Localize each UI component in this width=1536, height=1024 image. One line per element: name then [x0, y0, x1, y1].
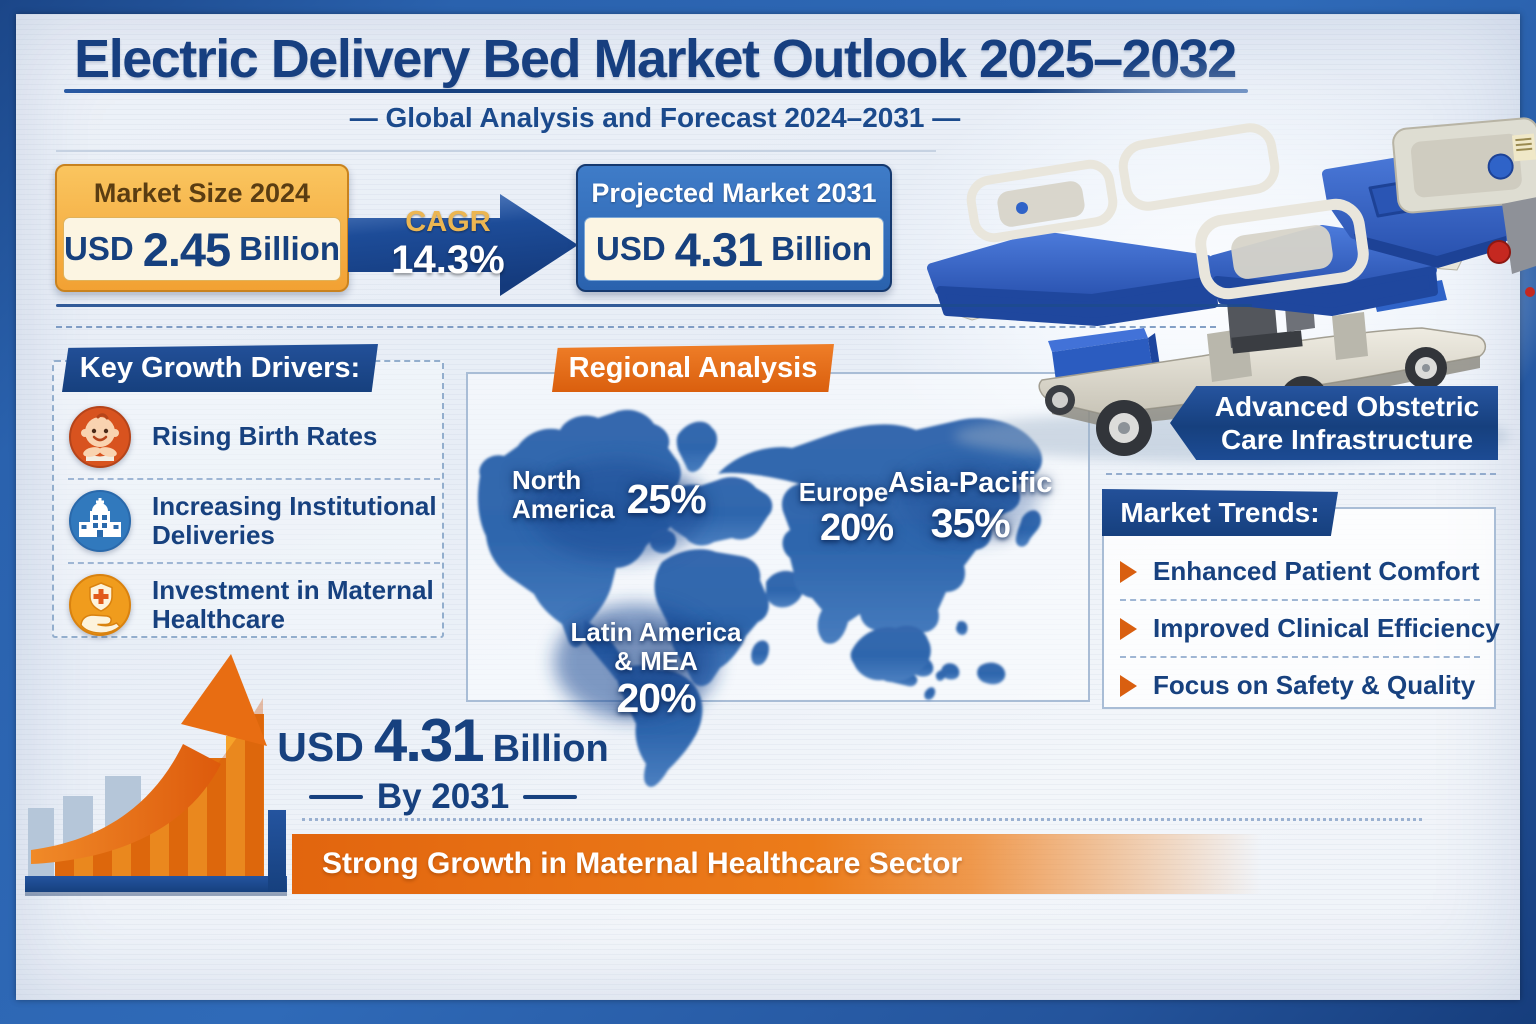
projected-market-label: Projected Market 2031 — [591, 178, 877, 208]
list-item: Focus on Safety & Quality — [1120, 656, 1480, 713]
title-underline — [64, 89, 1248, 93]
projected-market-value: USD 4.31 Billion — [584, 217, 884, 281]
header-divider — [56, 150, 936, 152]
electric-delivery-bed-illustration — [927, 117, 1536, 462]
trend-label: Enhanced Patient Comfort — [1153, 556, 1480, 586]
list-item: Enhanced Patient Comfort — [1120, 544, 1480, 599]
currency: USD — [64, 230, 134, 267]
market-trends-header: Market Trends: — [1102, 489, 1338, 536]
region-name: & MEA — [614, 645, 698, 676]
market-trends-panel — [1102, 507, 1496, 709]
driver-label: Increasing Institutional Deliveries — [152, 490, 437, 550]
list-item: Improved Clinical Efficiency — [1120, 599, 1500, 656]
dashed-divider — [56, 326, 1216, 328]
amount: 4.31 — [674, 222, 763, 276]
driver-label: Investment in Maternal Healthcare — [152, 574, 434, 634]
cagr-label: CAGR — [405, 206, 491, 238]
amount: 4.31 — [373, 707, 485, 774]
market-trends-list: Enhanced Patient Comfort Improved Clinic… — [1120, 544, 1500, 713]
cagr-value: 14.3% — [391, 238, 505, 282]
currency: USD — [596, 230, 666, 267]
region-share: 25% — [626, 476, 707, 523]
trend-label: Focus on Safety & Quality — [1153, 670, 1476, 700]
growth-drivers-list: Rising Birth Rates Increasing Institutio… — [68, 396, 440, 646]
page-title: Electric Delivery Bed Market Outlook 202… — [74, 29, 1237, 89]
region-share: 20% — [820, 506, 894, 549]
unit: Billion — [239, 230, 340, 267]
projection-highlight: USD 4.31 Billion By 2031 — [277, 706, 609, 817]
infographic-content: Electric Delivery Bed Market Outlook 202… — [16, 14, 1536, 1000]
projection-value: USD 4.31 Billion — [277, 706, 609, 775]
list-item: Rising Birth Rates — [68, 396, 440, 478]
region-label-latin-america-mea: Latin America & MEA 20% — [536, 618, 776, 722]
region-share: 35% — [930, 499, 1011, 546]
triangle-bullet-icon — [1120, 674, 1137, 697]
dash-decoration — [308, 795, 363, 799]
region-name: America — [512, 493, 615, 524]
growth-bar-chart — [25, 654, 287, 896]
hospital-icon — [69, 490, 131, 552]
baby-icon — [69, 406, 131, 468]
triangle-bullet-icon — [1120, 617, 1137, 640]
region-name: Europe — [798, 477, 889, 507]
list-item: Investment in Maternal Healthcare — [68, 562, 440, 646]
obstetric-care-callout: Advanced Obstetric Care Infrastructure — [1170, 386, 1498, 460]
page-subtitle: — Global Analysis and Forecast 2024–2031… — [349, 102, 961, 133]
region-name: North — [512, 465, 582, 495]
trends-dashed-divider — [1106, 473, 1496, 475]
region-share: 20% — [616, 675, 696, 722]
cagr-arrow — [348, 194, 578, 296]
regional-analysis-header: Regional Analysis — [552, 344, 834, 392]
unit: Billion — [771, 230, 872, 267]
projected-market-box: Projected Market 2031 USD 4.31 Billion — [576, 164, 892, 292]
bottom-banner: Strong Growth in Maternal Healthcare Sec… — [292, 834, 1292, 894]
banner-dotted-divider — [302, 818, 1422, 821]
maternal-care-icon — [69, 574, 131, 636]
region-name: Asia-Pacific — [888, 467, 1053, 499]
amount: 2.45 — [142, 222, 231, 276]
region-label-north-america: North America 25% — [512, 465, 707, 524]
trend-label: Improved Clinical Efficiency — [1153, 613, 1500, 643]
callout-line2: Care Infrastructure — [1220, 424, 1474, 455]
banner-text: Strong Growth in Maternal Healthcare Sec… — [322, 847, 963, 880]
dash-decoration — [523, 795, 578, 799]
region-label-europe: Europe 20% — [794, 477, 894, 550]
callout-line1: Advanced Obstetric — [1214, 390, 1480, 422]
market-size-box: Market Size 2024 USD 2.45 Billion — [55, 164, 349, 292]
driver-label: Rising Birth Rates — [152, 421, 378, 452]
market-size-value: USD 2.45 Billion — [63, 217, 341, 281]
growth-drivers-header: Key Growth Drivers: — [62, 344, 378, 392]
list-item: Increasing Institutional Deliveries — [68, 478, 440, 562]
projection-by-year: By 2031 — [278, 777, 608, 817]
market-size-label: Market Size 2024 — [93, 178, 311, 208]
section-divider — [56, 304, 1252, 307]
currency: USD — [277, 724, 364, 770]
region-label-asia-pacific: Asia-Pacific 35% — [888, 467, 1053, 547]
triangle-bullet-icon — [1120, 560, 1137, 583]
by-year-label: By 2031 — [376, 777, 510, 816]
region-name: Latin America — [570, 617, 742, 647]
unit: Billion — [492, 728, 609, 770]
